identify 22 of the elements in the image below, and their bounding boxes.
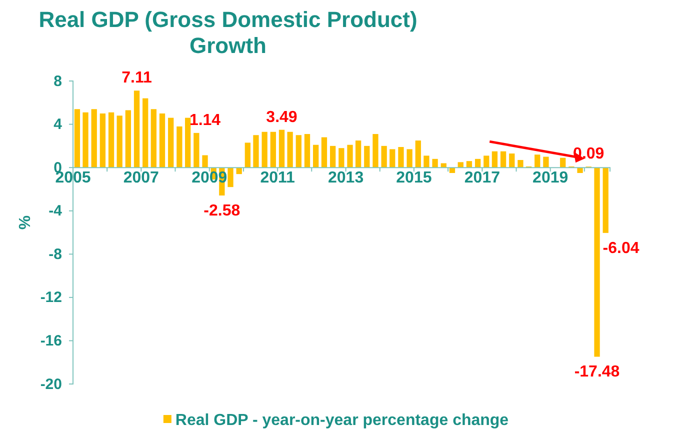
data-label: 3.49	[266, 108, 298, 126]
data-label: 1.14	[189, 112, 221, 129]
chart-title: Real GDP (Gross Domestic Product) Growth	[38, 7, 418, 58]
x-tick-label: 2017	[464, 170, 500, 187]
data-label: 7.11	[122, 70, 152, 87]
y-tick-label: -12	[40, 289, 62, 306]
y-tick-label: 4	[54, 116, 63, 134]
x-tick-label: 2019	[532, 170, 568, 187]
y-axis-title: %	[17, 215, 34, 230]
y-tick-label: 8	[54, 72, 62, 90]
y-tick-label: -16	[40, 332, 62, 350]
legend-label: Real GDP - year-on-year percentage change	[175, 412, 509, 429]
data-label: -6.04	[602, 240, 640, 257]
data-label: -17.48	[574, 364, 620, 381]
x-tick-label: 2011	[260, 170, 295, 187]
y-tick-label: -4	[48, 202, 63, 220]
data-label: -2.58	[204, 202, 240, 220]
x-tick-label: 2013	[328, 170, 364, 187]
x-tick-label: 2007	[123, 170, 160, 187]
y-tick-label: -20	[40, 376, 62, 393]
x-tick-label: 2015	[396, 170, 432, 187]
y-tick-label: -8	[48, 246, 62, 263]
